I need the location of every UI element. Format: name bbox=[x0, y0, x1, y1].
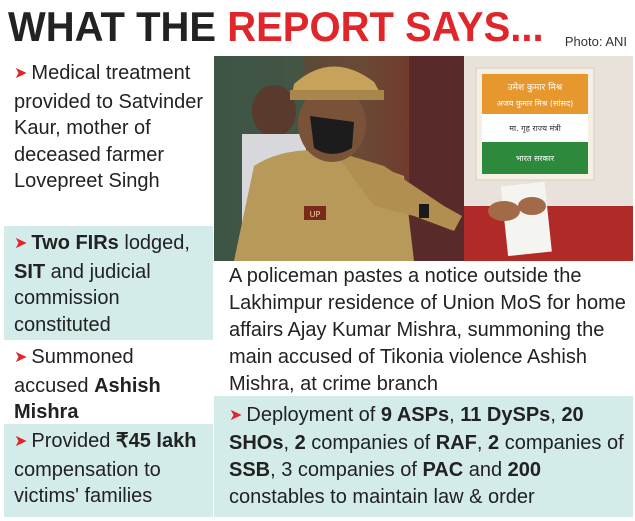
arrow-icon: ➤ bbox=[14, 235, 28, 252]
deploy-bold: SSB bbox=[229, 459, 271, 481]
deploy-text: constables to maintain law & order bbox=[229, 486, 535, 508]
sign-line-1: उमेश कुमार मिश्र bbox=[508, 81, 563, 93]
point-medical: ➤ Medical treatment provided to Satvinder… bbox=[4, 56, 213, 192]
deploy-text: , bbox=[283, 432, 295, 454]
headline-red: REPORT SAYS... bbox=[227, 4, 544, 51]
arrow-icon: ➤ bbox=[14, 65, 28, 82]
deploy-text: Deployment of bbox=[246, 404, 381, 426]
deploy-bold: RAF bbox=[435, 432, 477, 454]
point-firs-bold1: Two FIRs bbox=[31, 232, 119, 254]
point-compensation: ➤ Provided ₹45 lakh compensation to victi… bbox=[4, 424, 213, 517]
deploy-bold: PAC bbox=[422, 459, 464, 481]
policeman: UP bbox=[234, 66, 546, 261]
deployment-box: ➤ Deployment of 9 ASPs, 11 DySPs, 20 SHOs… bbox=[214, 396, 633, 517]
sign-line-2: अजय कुमार मिश्र (सांसद) bbox=[497, 98, 574, 109]
headline-dark: WHAT THE bbox=[8, 4, 228, 51]
deploy-bold: 2 bbox=[294, 432, 306, 454]
arrow-icon: ➤ bbox=[229, 407, 243, 424]
point-compensation-text: Provided bbox=[31, 430, 116, 452]
deploy-bold: 20 SHOs bbox=[229, 404, 584, 454]
point-firs-text2: and judicial commission constituted bbox=[14, 260, 151, 336]
sign-line-4: भारत सरकार bbox=[516, 154, 555, 163]
point-summoned-bold: Ashish Mishra bbox=[14, 374, 161, 424]
arrow-icon: ➤ bbox=[14, 349, 28, 366]
sign-line-3: मा. गृह राज्य मंत्री bbox=[509, 123, 562, 134]
badge bbox=[304, 206, 326, 220]
deploy-text: companies of bbox=[305, 432, 436, 454]
nameplate: उमेश कुमार मिश्र अजय कुमार मिश्र (सांसद)… bbox=[475, 67, 595, 181]
news-photo: उमेश कुमार मिश्र अजय कुमार मिश्र (सांसद)… bbox=[214, 56, 633, 261]
deploy-bold: 2 bbox=[488, 432, 500, 454]
deploy-text: , 3 companies of bbox=[270, 459, 423, 481]
key-points-column: ➤ Medical treatment provided to Satvinder… bbox=[4, 56, 213, 517]
deploy-bold: 200 bbox=[507, 459, 542, 481]
deploy-text: companies of bbox=[499, 432, 624, 454]
point-compensation-bold: ₹45 lakh bbox=[115, 430, 197, 452]
point-compensation-text2: compensation to victims' families bbox=[14, 458, 161, 508]
photo-illustration: उमेश कुमार मिश्र अजय कुमार मिश्र (सांसद)… bbox=[214, 56, 633, 261]
wristwatch bbox=[419, 204, 429, 218]
deploy-bold: 9 ASPs bbox=[380, 404, 450, 426]
arrow-icon: ➤ bbox=[14, 433, 28, 450]
point-summoned: ➤ Summoned accused Ashish Mishra bbox=[4, 340, 213, 424]
point-summoned-text: Summoned accused bbox=[14, 346, 134, 397]
badge-text: UP bbox=[310, 210, 321, 219]
photo-caption: A policeman pastes a notice outside the … bbox=[214, 261, 633, 395]
photo-credit: Photo: ANI bbox=[564, 34, 627, 49]
point-firs: ➤ Two FIRs lodged, SIT and judicial commi… bbox=[4, 226, 213, 340]
deploy-text: , bbox=[550, 404, 562, 426]
point-medical-text: Medical treatment provided to Satvinder … bbox=[14, 62, 204, 192]
deploy-text: and bbox=[463, 459, 508, 481]
deploy-bold: 11 DySPs bbox=[460, 404, 551, 426]
deploy-text: , bbox=[476, 432, 489, 454]
headline: WHAT THE REPORT SAYS... bbox=[8, 4, 544, 50]
point-firs-text1: lodged, bbox=[118, 232, 190, 254]
deploy-text: , bbox=[449, 404, 461, 426]
point-firs-bold2: SIT bbox=[14, 260, 46, 283]
